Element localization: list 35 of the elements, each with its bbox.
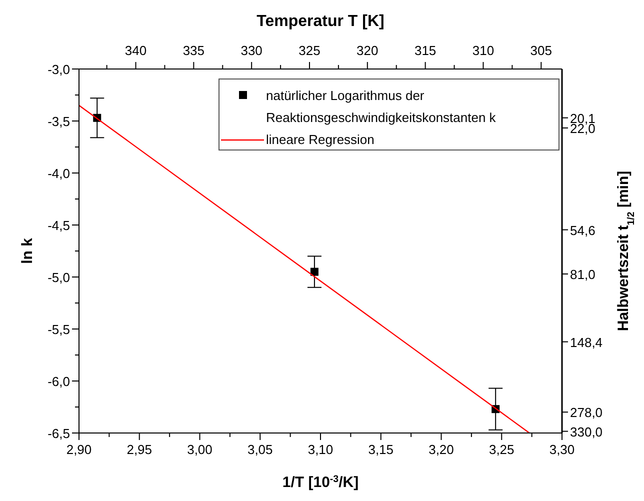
y2-tick-label: 148,4 (570, 334, 603, 350)
y2-tick-label: 330,0 (570, 424, 603, 440)
x-tick-label: 3,20 (428, 442, 454, 457)
y2-tick-label: 54,6 (570, 222, 596, 238)
x2-tick-label: 335 (182, 43, 205, 58)
y-axis-title: ln k (19, 237, 36, 264)
y-tick-label: -3,5 (48, 114, 70, 129)
y-tick-label: -4,0 (48, 166, 70, 181)
x-tick-label: 2,95 (126, 442, 152, 457)
point (310, 268, 318, 276)
y2-tick-label: 278,0 (570, 405, 603, 420)
x-tick-label: 2,90 (66, 442, 92, 457)
y-tick-label: -5,0 (48, 270, 70, 285)
y-tick-label: -6,5 (48, 426, 70, 441)
x2-tick-label: 320 (356, 43, 378, 58)
y-tick-label: -3,0 (48, 62, 70, 77)
x-tick-label: 3,00 (187, 442, 212, 457)
x2-tick-label: 330 (240, 43, 262, 58)
x2-tick-label: 325 (298, 43, 320, 58)
y-tick-label: -6,0 (48, 374, 70, 389)
x-tick-label: 3,30 (549, 442, 575, 457)
x2-tick-label: 310 (472, 43, 494, 58)
y-tick-label: -5,5 (48, 322, 70, 337)
x2-axis-title: Temperatur T [K] (256, 13, 384, 30)
legend-label: lineare Regression (266, 132, 374, 147)
x-tick-label: 3,15 (368, 442, 394, 457)
x-tick-label: 3,05 (247, 442, 273, 457)
x-tick-label: 3,25 (488, 442, 514, 457)
x2-tick-label: 305 (530, 43, 552, 58)
x2-tick-label: 315 (414, 43, 436, 58)
x-axis-title: 1/T [10$^{-3}$/K] (282, 474, 359, 491)
y-tick-label: -4,5 (48, 218, 70, 233)
y2-tick-label: 81,0 (570, 266, 596, 282)
x-tick-label: 3,10 (308, 442, 334, 457)
x2-tick-label: 340 (124, 43, 147, 58)
